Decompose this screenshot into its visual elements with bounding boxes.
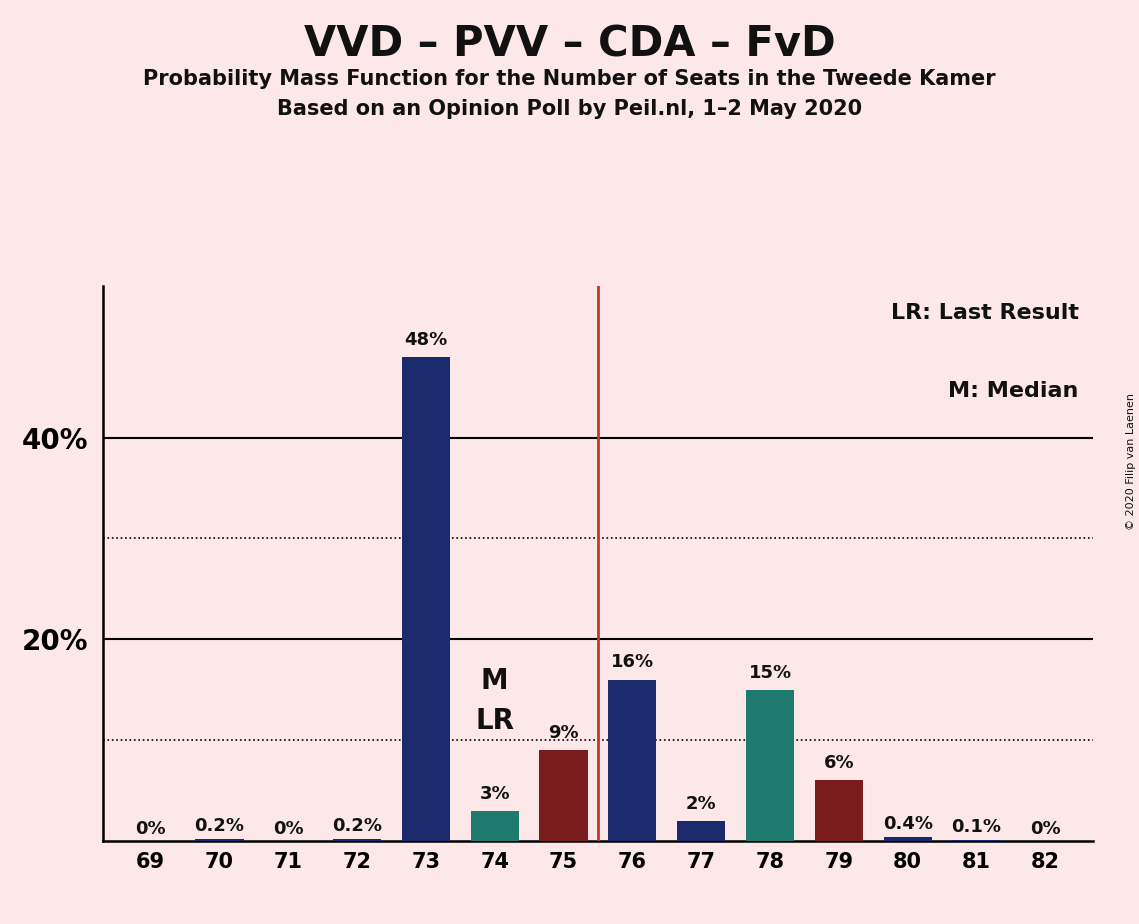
Text: LR: Last Result: LR: Last Result <box>891 303 1079 323</box>
Bar <box>540 750 588 841</box>
Text: VVD – PVV – CDA – FvD: VVD – PVV – CDA – FvD <box>304 23 835 65</box>
Text: 3%: 3% <box>480 784 510 803</box>
Text: © 2020 Filip van Laenen: © 2020 Filip van Laenen <box>1126 394 1136 530</box>
Text: 0.2%: 0.2% <box>333 817 382 834</box>
Text: Based on an Opinion Poll by Peil.nl, 1–2 May 2020: Based on an Opinion Poll by Peil.nl, 1–2… <box>277 99 862 119</box>
Text: 15%: 15% <box>748 663 792 682</box>
Text: 0%: 0% <box>136 820 166 838</box>
Bar <box>333 839 382 841</box>
Text: 16%: 16% <box>611 653 654 672</box>
Text: Probability Mass Function for the Number of Seats in the Tweede Kamer: Probability Mass Function for the Number… <box>144 69 995 90</box>
Text: M: Median: M: Median <box>948 381 1079 401</box>
Bar <box>470 810 519 841</box>
Text: 0.2%: 0.2% <box>195 817 245 834</box>
Text: LR: LR <box>475 707 514 735</box>
Text: 0%: 0% <box>1030 820 1060 838</box>
Bar <box>402 357 450 841</box>
Bar <box>677 821 726 841</box>
Bar <box>952 840 1000 841</box>
Bar <box>196 839 244 841</box>
Text: 2%: 2% <box>686 795 716 812</box>
Text: 0.1%: 0.1% <box>951 818 1001 836</box>
Bar <box>814 781 863 841</box>
Text: 0%: 0% <box>273 820 304 838</box>
Text: 0.4%: 0.4% <box>883 815 933 833</box>
Text: 6%: 6% <box>823 754 854 772</box>
Text: 48%: 48% <box>404 331 448 349</box>
Text: 9%: 9% <box>548 724 579 742</box>
Bar <box>884 837 932 841</box>
Bar <box>746 689 794 841</box>
Text: M: M <box>481 667 509 695</box>
Bar <box>608 679 656 841</box>
